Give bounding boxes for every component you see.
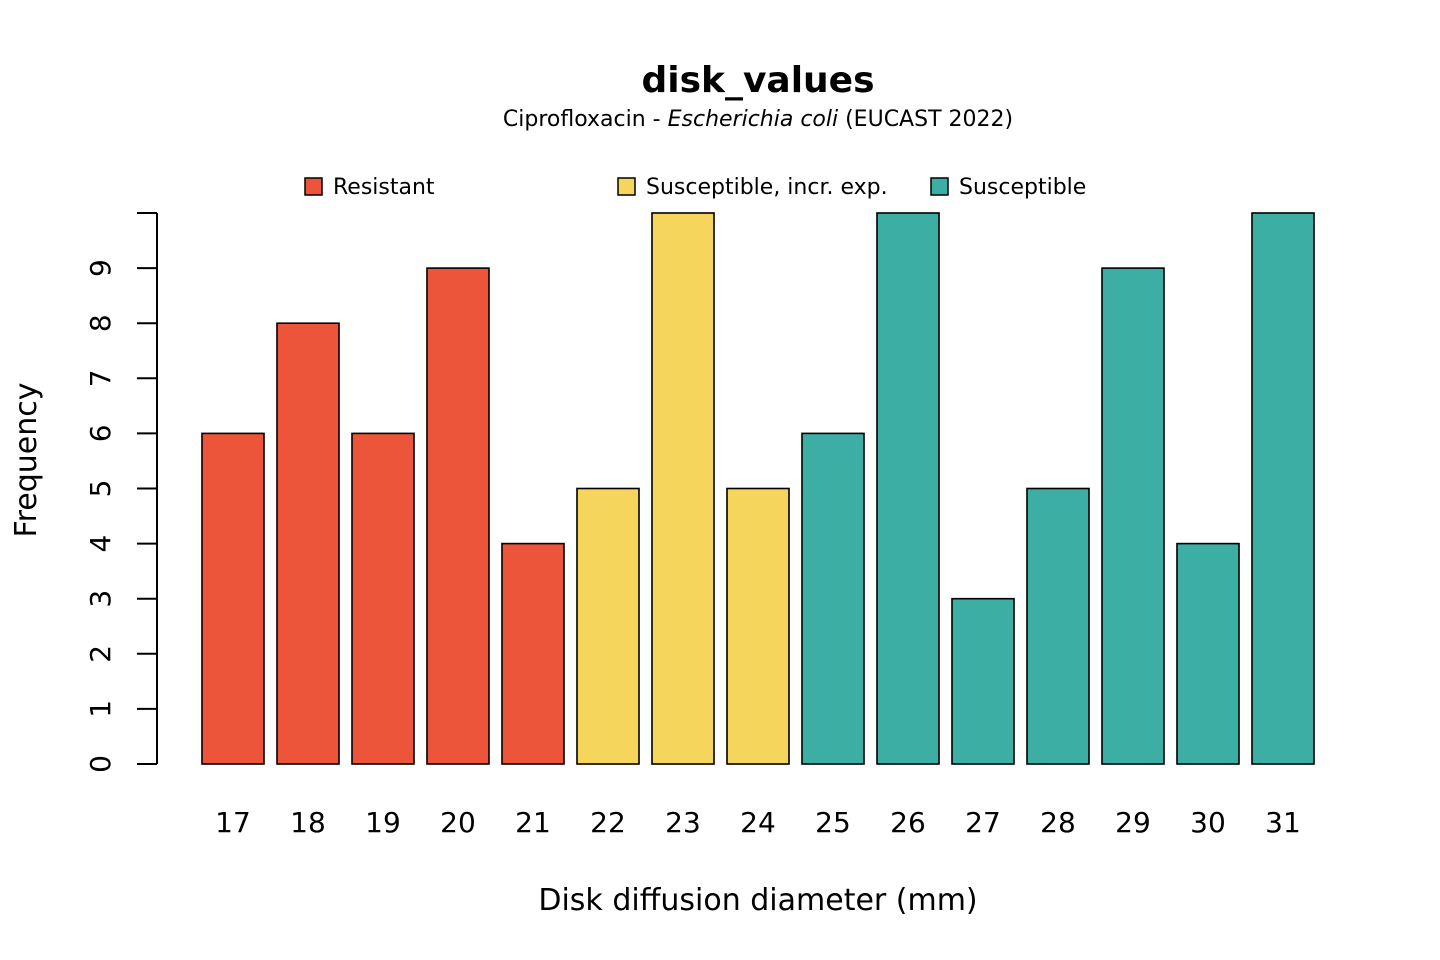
y-tick-label: 6 [84,424,117,442]
x-tick-label: 24 [740,806,776,839]
y-axis-label: Frequency [9,383,44,538]
legend: Resistant Susceptible, incr. exp. Suscepti… [304,175,1086,200]
bar-21 [501,542,565,765]
chart-title: disk_values [641,60,874,101]
bar-27 [951,597,1015,765]
bar-18 [276,322,340,765]
x-tick-label: 20 [440,806,476,839]
y-tick-label: 1 [84,700,117,718]
y-tick-label: 5 [84,480,117,498]
x-tick-labels: 17 18 19 20 21 22 23 24 25 26 27 28 29 30 31 [215,806,1301,839]
bar-28 [1026,487,1090,765]
bar-30 [1176,542,1240,765]
x-tick-label: 23 [665,806,701,839]
bar-17 [201,432,265,765]
x-tick-label: 18 [290,806,326,839]
subtitle-prefix: Ciprofloxacin - [503,107,668,132]
x-tick-label: 21 [515,806,551,839]
y-tick-label: 2 [84,645,117,663]
bar-26 [876,212,940,765]
bar-31 [1251,212,1315,765]
bar-25 [801,432,865,765]
x-tick-label: 28 [1040,806,1076,839]
bars [201,212,1315,765]
chart-subtitle: Ciprofloxacin - Escherichia coli (EUCAST… [503,107,1013,132]
bar-29 [1101,267,1165,765]
x-tick-label: 19 [365,806,401,839]
y-tick-label: 8 [84,314,117,332]
x-axis-label: Disk diffusion diameter (mm) [538,883,977,918]
y-tick-label: 4 [84,535,117,553]
legend-label: Susceptible [959,175,1086,200]
y-tick-label: 3 [84,590,117,608]
y-axis: 0 1 2 3 4 5 6 7 8 9 [84,212,158,773]
x-tick-label: 22 [590,806,626,839]
x-tick-label: 27 [965,806,1001,839]
legend-label: Susceptible, incr. exp. [646,175,888,200]
legend-swatch-I [617,177,636,196]
bar-20 [426,267,490,765]
bar-22 [576,487,640,765]
x-tick-label: 26 [890,806,926,839]
legend-label: Resistant [333,175,435,200]
x-tick-label: 25 [815,806,851,839]
x-tick-label: 31 [1265,806,1301,839]
y-tick-label: 9 [84,259,117,277]
x-tick-label: 17 [215,806,251,839]
y-tick-label: 0 [84,755,117,773]
bar-19 [351,432,415,765]
legend-swatch-S [930,177,949,196]
bar-24 [726,487,790,765]
subtitle-suffix: (EUCAST 2022) [838,107,1013,132]
bar-23 [651,212,715,765]
legend-swatch-R [304,177,323,196]
x-tick-label: 30 [1190,806,1226,839]
subtitle-organism: Escherichia coli [668,107,839,132]
y-tick-label: 7 [84,369,117,387]
x-tick-label: 29 [1115,806,1151,839]
